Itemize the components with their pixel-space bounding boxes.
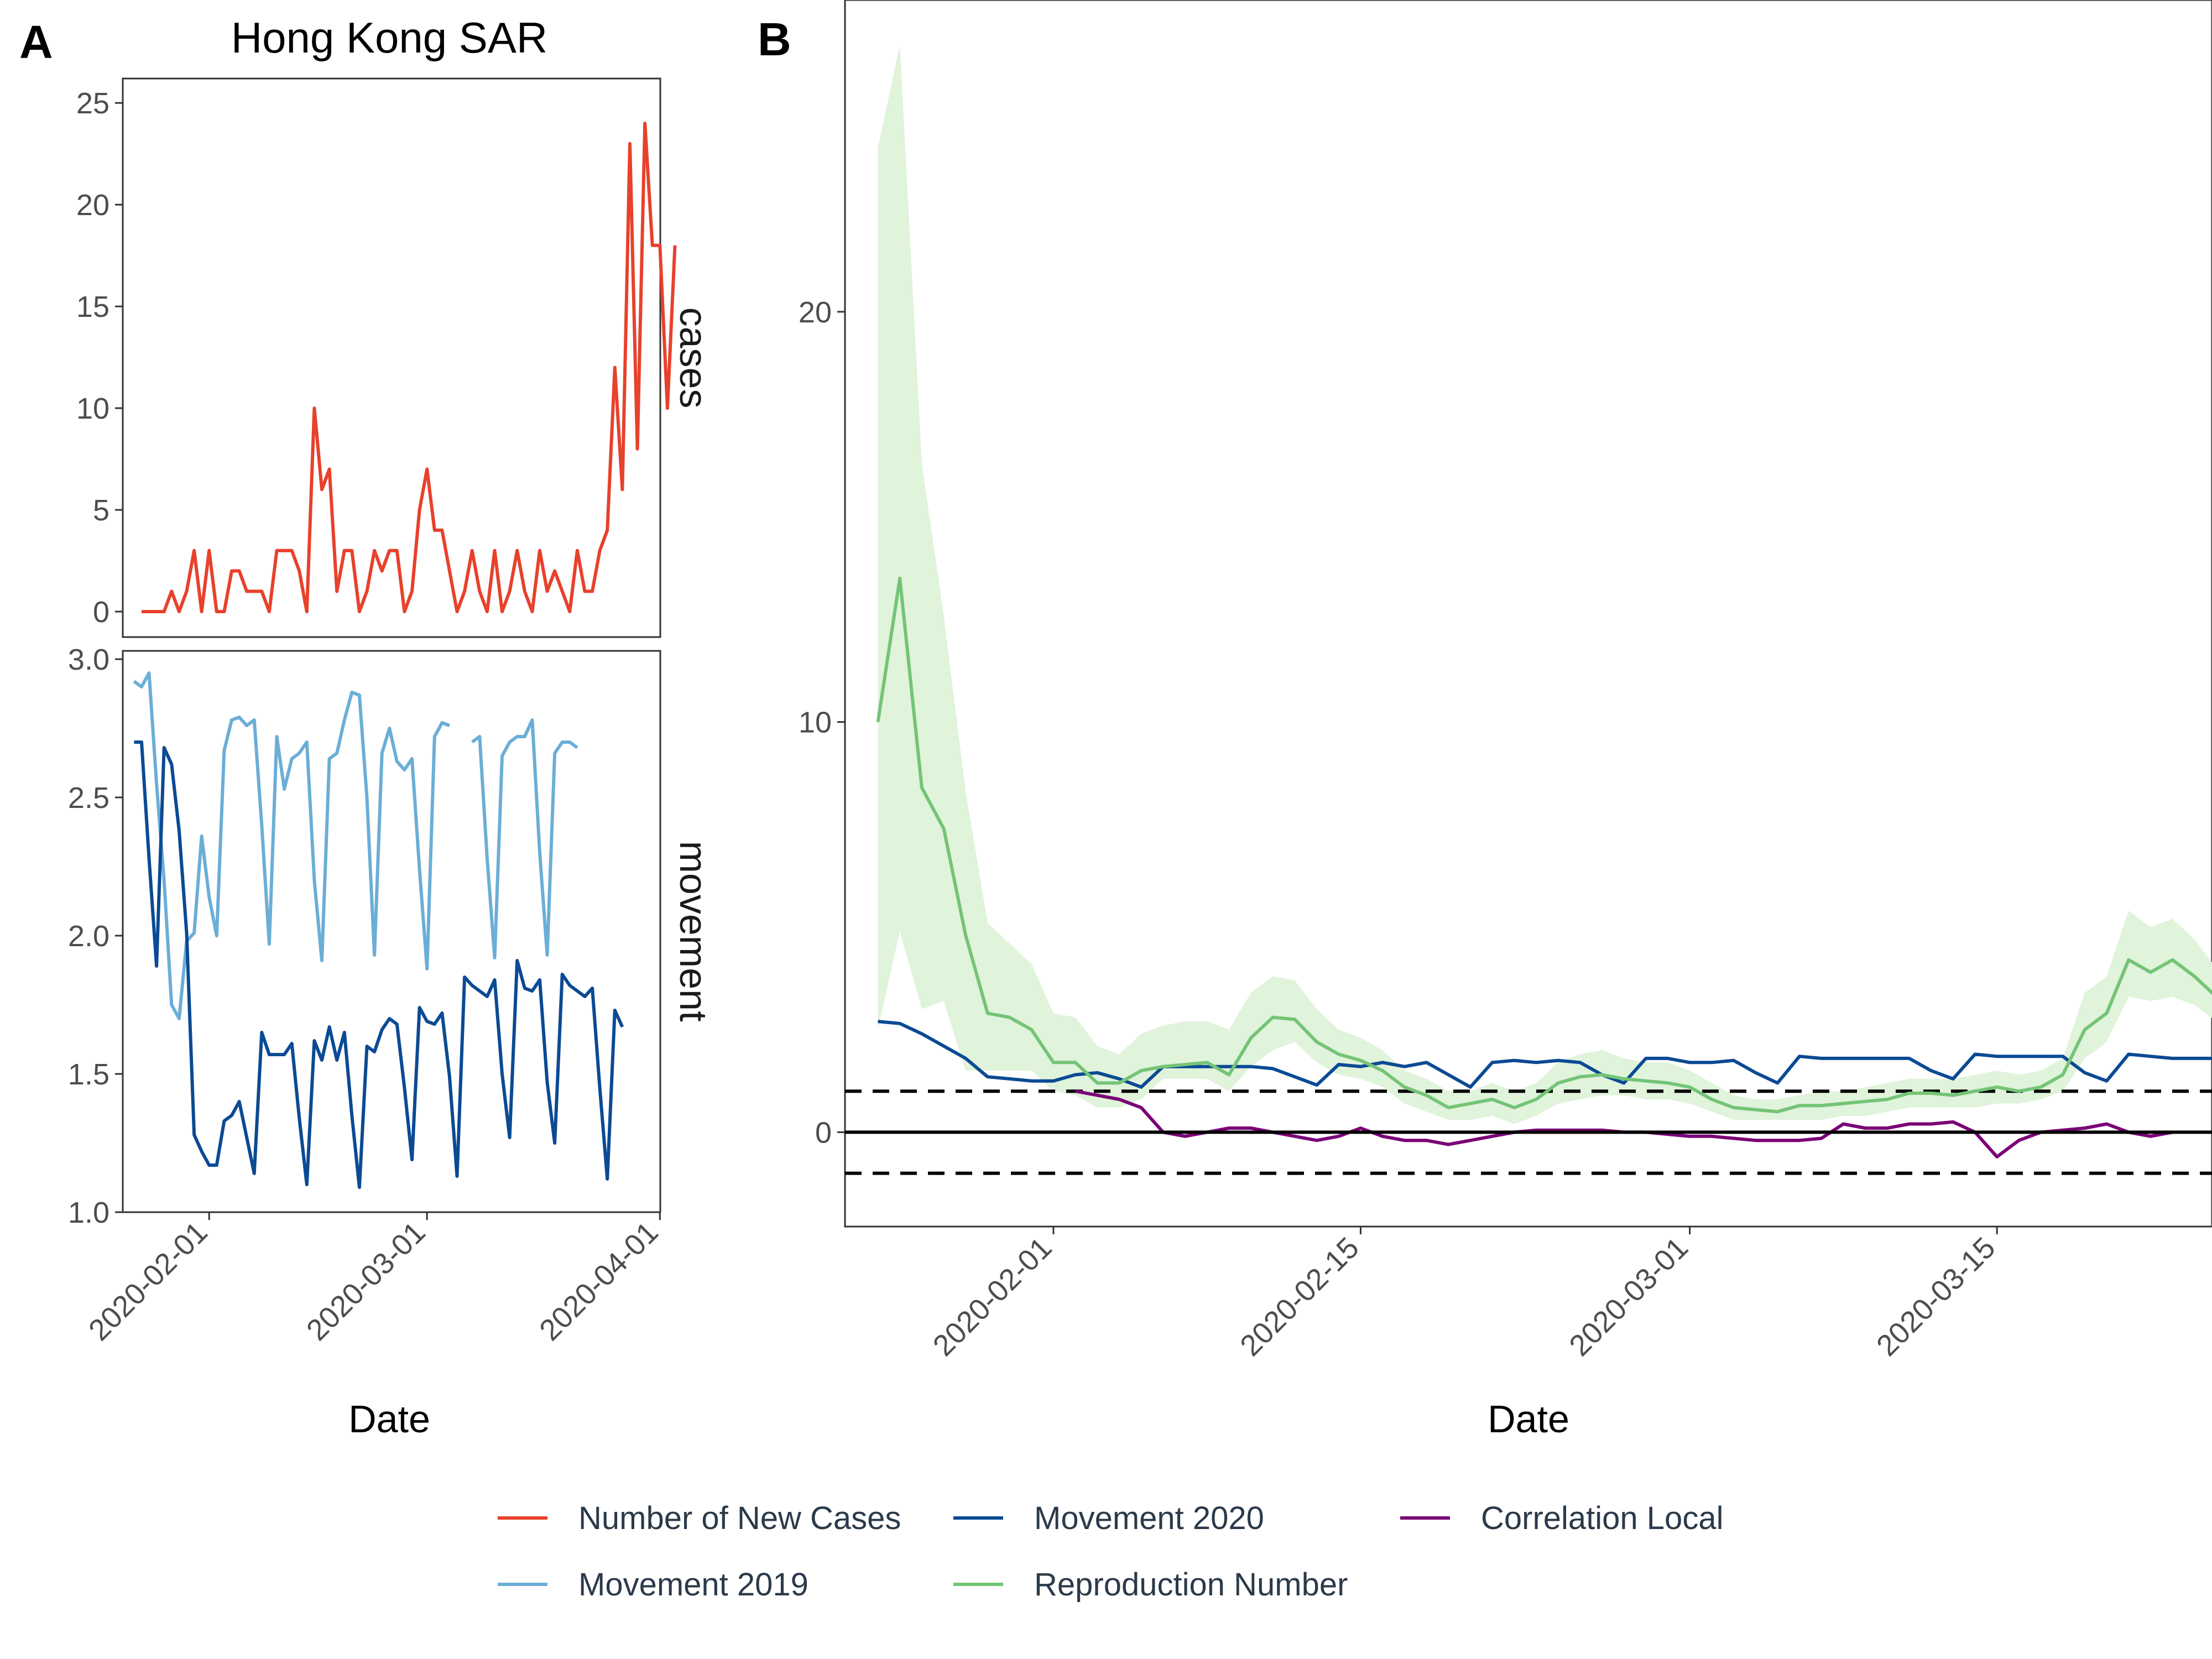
legend-label: Reproduction Number: [1034, 1567, 1348, 1603]
y-tick-label: 3.0: [68, 643, 109, 676]
x-tick-label: 2020-04-01: [533, 1215, 665, 1347]
movement-strip-label: movement: [672, 841, 715, 1022]
cases-facet: 0 5 10 15 20 25 cases: [76, 77, 715, 638]
reproduction-number-ci: [878, 45, 2212, 1124]
y-tick-label: 20: [76, 189, 109, 222]
legend-label: Movement 2019: [578, 1567, 808, 1603]
x-tick-label: 2020-02-01: [82, 1215, 214, 1347]
panel-b-letter: B: [758, 13, 791, 65]
y-tick-label: 20: [799, 296, 832, 329]
movement-panel-frame: [122, 650, 661, 1213]
number-of-new-cases-line: [142, 121, 677, 613]
x-tick-label: 2020-03-01: [300, 1215, 432, 1347]
y-tick-label: 0: [815, 1116, 832, 1149]
panel-b-y-axis: 0 10 20: [799, 296, 845, 1149]
y-tick-label: 2.5: [68, 781, 109, 815]
legend-item-movement-2020: Movement 2020: [953, 1500, 1264, 1536]
movement-2020-line: [134, 740, 624, 1189]
reproduction-ci-band: [878, 45, 2212, 1124]
panel-a-title: Hong Kong SAR: [231, 13, 547, 62]
panel-a-x-title: Date: [348, 1397, 430, 1441]
panel-b-frame: [844, 0, 2212, 1228]
reference-lines: [845, 1089, 2212, 1175]
legend: Number of New Cases Movement 2020 Correlat…: [498, 1500, 1723, 1603]
cases-strip-label: cases: [672, 307, 715, 409]
legend-label: Correlation Local: [1481, 1500, 1723, 1536]
cases-panel-frame: [122, 77, 661, 638]
cases-y-axis: 0 5 10 15 20 25: [76, 87, 123, 629]
y-tick-label: 5: [93, 494, 109, 527]
y-tick-label: 10: [799, 706, 832, 739]
movement-2020-line: [878, 1020, 2212, 1089]
legend-item-correlation-local: Correlation Local: [1400, 1500, 1723, 1536]
y-tick-label: 25: [76, 87, 109, 120]
panel-a: Hong Kong SAR 0 5 10 15 20 25 cases 1.0 1.5 2.0…: [68, 13, 715, 1441]
movement-y-axis: 1.0 1.5 2.0 2.5 3.0: [68, 643, 123, 1229]
panel-b-x-title: Date: [1488, 1397, 1569, 1441]
y-tick-label: 2.0: [68, 920, 109, 953]
legend-label: Number of New Cases: [578, 1500, 901, 1536]
y-tick-label: 1.5: [68, 1058, 109, 1091]
legend-item-reproduction-number: Reproduction Number: [953, 1567, 1348, 1603]
y-tick-label: 0: [93, 596, 109, 629]
y-tick-label: 10: [76, 392, 109, 425]
legend-item-movement-2019: Movement 2019: [498, 1567, 808, 1603]
movement-lines: [133, 671, 624, 1189]
x-tick-label: 2020-03-01: [1563, 1231, 1694, 1363]
legend-item-number-of-new-cases: Number of New Cases: [498, 1500, 901, 1536]
x-tick-label: 2020-02-01: [927, 1231, 1058, 1363]
movement-facet: 1.0 1.5 2.0 2.5 3.0 movement: [68, 643, 715, 1229]
panel-a-letter: A: [19, 16, 53, 68]
panel-b-x-axis: 2020-02-01 2020-02-15 2020-03-01 2020-03-15: [927, 1227, 2002, 1363]
y-tick-label: 15: [76, 290, 109, 324]
x-tick-label: 2020-02-15: [1234, 1231, 1365, 1363]
reproduction-number-line: [876, 576, 2212, 1114]
x-tick-label: 2020-03-15: [1870, 1231, 2002, 1363]
cases-lines: [142, 121, 677, 613]
panel-a-x-axis: 2020-02-01 2020-03-01 2020-04-01: [82, 1212, 665, 1347]
legend-label: Movement 2020: [1034, 1500, 1264, 1536]
y-tick-label: 1.0: [68, 1196, 109, 1229]
movement-2019-line-segment-2: [471, 718, 578, 959]
